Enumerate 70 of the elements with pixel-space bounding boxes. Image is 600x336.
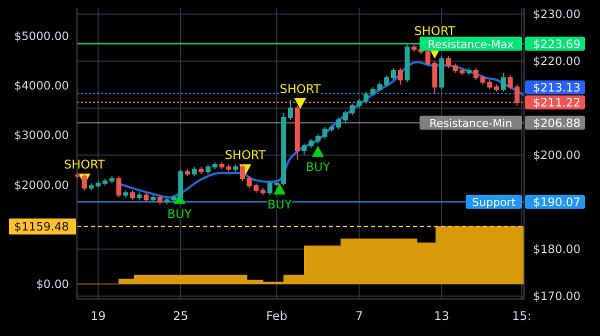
candlestick xyxy=(288,100,293,120)
y2-tick-label: $1159.48 xyxy=(14,220,69,234)
y-tick-label: $206.88 xyxy=(533,116,581,130)
text: SHORT xyxy=(280,82,321,96)
candlestick xyxy=(466,68,472,76)
text: BUY xyxy=(306,160,330,174)
candlestick xyxy=(336,117,342,130)
candlestick xyxy=(109,176,114,184)
y-tick-label: $230.00 xyxy=(533,7,581,22)
x-tick-label: 7 xyxy=(355,309,363,323)
y-tick-label: $190.07 xyxy=(533,194,581,209)
y-tick-label: $220.00 xyxy=(533,54,581,68)
candlestick xyxy=(342,110,348,123)
candlestick xyxy=(391,68,396,80)
candlestick xyxy=(364,91,369,104)
y2-tick-label: $3000.00 xyxy=(14,128,69,142)
text: SHORT xyxy=(224,148,266,162)
x-tick-label: 13 xyxy=(434,309,450,323)
y-tick-label: $200.00 xyxy=(533,148,581,162)
candlestick xyxy=(192,166,197,177)
candlestick xyxy=(439,56,444,90)
y2-tick-label: $5000.00 xyxy=(14,29,69,44)
ref-line-label: Resistance-Min xyxy=(429,116,512,130)
y2-tick-label: $4000.00 xyxy=(14,78,69,93)
candlestick xyxy=(412,44,417,52)
candlestick xyxy=(404,44,410,83)
candlestick xyxy=(308,138,314,149)
x-tick-label: 15: xyxy=(512,309,532,323)
series-label: SHORT xyxy=(64,158,106,172)
ref-line-label: Resistance-Max xyxy=(428,38,514,51)
candlestick xyxy=(212,162,218,170)
candlestick xyxy=(398,68,403,86)
candlestick xyxy=(233,164,238,172)
candlestick xyxy=(144,192,149,203)
series-label: BUY xyxy=(167,206,192,221)
candlestick xyxy=(206,164,211,174)
y-tick-label: $170.00 xyxy=(533,289,581,304)
candlestick xyxy=(198,166,204,174)
y-tick-label: $213.13 xyxy=(533,80,581,94)
ref-line-label: Support xyxy=(472,196,516,209)
candlestick xyxy=(240,164,245,182)
y-tick-label: $211.22 xyxy=(533,95,581,110)
candlestick xyxy=(150,194,156,203)
candlestick xyxy=(82,173,87,191)
candlestick xyxy=(500,72,506,92)
candlestick xyxy=(370,86,376,97)
candlestick xyxy=(281,112,286,186)
candlestick xyxy=(116,176,122,198)
candlestick xyxy=(102,178,108,186)
candlestick xyxy=(494,84,500,92)
candlestick xyxy=(136,192,142,200)
candlestick xyxy=(473,68,478,80)
candlestick xyxy=(157,194,162,206)
candlestick xyxy=(184,168,190,177)
candlestick xyxy=(302,142,307,156)
candlestick xyxy=(294,105,300,160)
candlestick xyxy=(178,168,184,200)
candlestick xyxy=(123,190,128,198)
y-tick-label: $223.69 xyxy=(533,36,581,51)
text: SHORT xyxy=(414,24,456,38)
candlestick xyxy=(446,56,451,69)
x-tick-label: 19 xyxy=(90,309,106,323)
x-tick-label: Feb xyxy=(266,309,288,323)
candlestick xyxy=(260,188,266,196)
y2-tick-label: $0.00 xyxy=(36,277,69,292)
x-tick-label: 25 xyxy=(172,309,188,323)
y2-tick-label: $2000.00 xyxy=(14,178,69,192)
y-tick-label: $180.00 xyxy=(533,242,581,256)
candlestick xyxy=(315,133,320,144)
candlestick xyxy=(130,190,136,200)
